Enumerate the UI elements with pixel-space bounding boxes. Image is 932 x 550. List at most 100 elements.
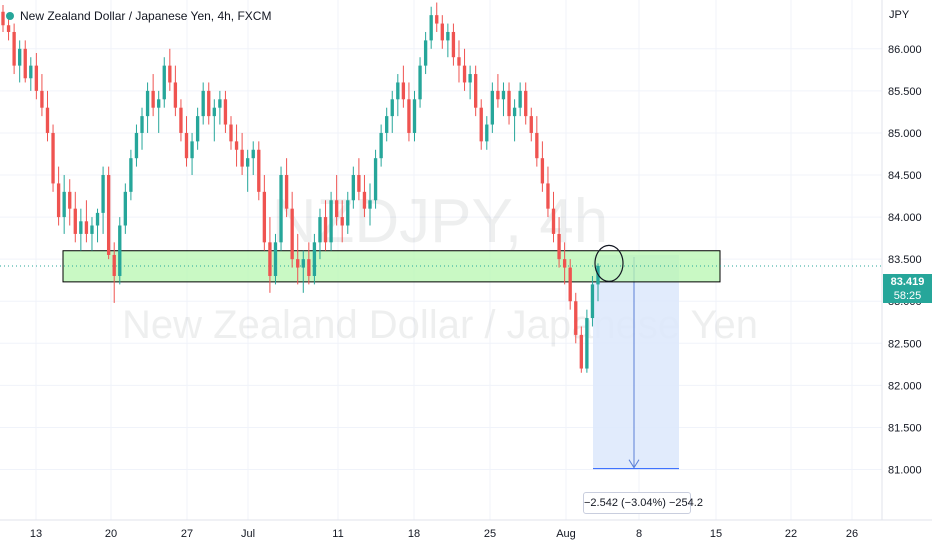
candle-body (568, 267, 572, 302)
candles (1, 2, 600, 373)
y-tick-label: 81.500 (888, 422, 922, 434)
candle-body (462, 65, 467, 83)
candle-body (507, 90, 511, 117)
symbol-legend[interactable]: New Zealand Dollar / Japanese Yen, 4h, F… (6, 9, 271, 23)
candle-body (423, 40, 428, 66)
candle-body (29, 65, 33, 79)
candle-body (368, 200, 372, 209)
candle-body (473, 74, 478, 108)
symbol-title: New Zealand Dollar / Japanese Yen, 4h, F… (20, 9, 272, 23)
candle-body (190, 141, 194, 159)
candle-body (390, 99, 394, 117)
candle-body (151, 90, 155, 108)
candle-body (68, 191, 72, 209)
measurement-arrow-head (628, 459, 640, 469)
candle-body (195, 116, 200, 142)
candle-body (157, 99, 161, 108)
candle-body (223, 99, 228, 125)
candle-body (357, 175, 361, 192)
candle-body (212, 107, 216, 117)
x-tick-label: 11 (332, 528, 343, 540)
x-tick-label: 25 (484, 528, 496, 540)
candle-body (173, 82, 178, 108)
candle-body (512, 107, 517, 117)
x-tick-label: Jul (241, 528, 255, 540)
candle-body (296, 259, 300, 268)
candle-body (246, 158, 250, 167)
candle-body (401, 82, 406, 100)
candle-body (312, 242, 317, 276)
x-tick-label: 13 (30, 528, 42, 540)
candle-body (579, 334, 583, 369)
y-tick-label: 84.500 (888, 170, 922, 182)
time-scale[interactable]: 13 20 27 Jul 11 18 25 Aug 8 15 22 26 (0, 519, 932, 540)
highlight-circle[interactable] (594, 244, 624, 282)
candle-body (106, 175, 111, 255)
measurement-tool[interactable] (593, 254, 679, 470)
candle-body (407, 99, 411, 133)
candle-body (468, 74, 472, 83)
candle-body (184, 132, 189, 159)
candle-body (62, 191, 66, 218)
y-tick-label: 82.000 (888, 380, 922, 392)
x-tick-label: 26 (846, 528, 858, 540)
candle-body (40, 90, 44, 108)
candle-body (290, 208, 294, 260)
candle-body (451, 31, 456, 58)
candle-body (162, 65, 166, 100)
candle-body (279, 175, 283, 243)
last-price-value: 83.419 (890, 276, 925, 288)
y-tick-label: 85.500 (888, 86, 922, 98)
candle-body (207, 90, 211, 117)
highlight-ellipse (594, 244, 624, 282)
x-tick-label: 20 (105, 528, 117, 540)
candle-body (84, 221, 89, 234)
candle-body (540, 158, 545, 184)
candle-body (101, 175, 105, 213)
candle-body (524, 90, 528, 117)
candle-body (51, 132, 55, 184)
candle-body (429, 15, 433, 41)
market-status-icon (6, 12, 14, 20)
candle-body (18, 48, 22, 66)
y-tick-label: 82.500 (888, 338, 922, 350)
candle-body (229, 124, 233, 142)
candle-body (318, 217, 322, 243)
x-tick-label: 27 (181, 528, 193, 540)
candle-body (435, 15, 439, 24)
candle-body (234, 141, 239, 150)
candle-body (201, 90, 205, 117)
candle-body (73, 208, 77, 234)
last-price-badge: 83.419 58:25 (883, 274, 932, 303)
candle-body (446, 31, 450, 41)
price-scale[interactable]: 86.00085.50085.00084.50084.00083.50083.0… (881, 0, 922, 520)
candle-body (23, 48, 27, 79)
bar-countdown: 58:25 (893, 290, 922, 302)
y-tick-label: 81.000 (888, 465, 922, 477)
candle-body (379, 132, 383, 159)
candle-body (112, 254, 116, 276)
candle-body (134, 132, 139, 159)
candle-body (351, 175, 355, 201)
candle-body (1, 11, 5, 26)
candle-body (546, 183, 550, 209)
candle-body (284, 175, 289, 209)
candle-body (56, 183, 61, 218)
candle-body (412, 99, 417, 133)
candle-body (329, 200, 333, 243)
candle-body (334, 200, 339, 218)
y-tick-label: 86.000 (888, 44, 922, 56)
candle-body (562, 259, 567, 268)
candle-body (257, 149, 261, 192)
x-tick-label: Aug (556, 528, 576, 540)
candle-body (418, 65, 422, 100)
candle-body (79, 221, 83, 234)
candle-body (90, 225, 94, 234)
currency-label: JPY (889, 9, 910, 21)
candle-body (362, 191, 367, 209)
candle-body (496, 90, 500, 100)
candle-body (340, 217, 344, 226)
candle-body (240, 149, 244, 167)
x-tick-label: 8 (636, 528, 642, 540)
